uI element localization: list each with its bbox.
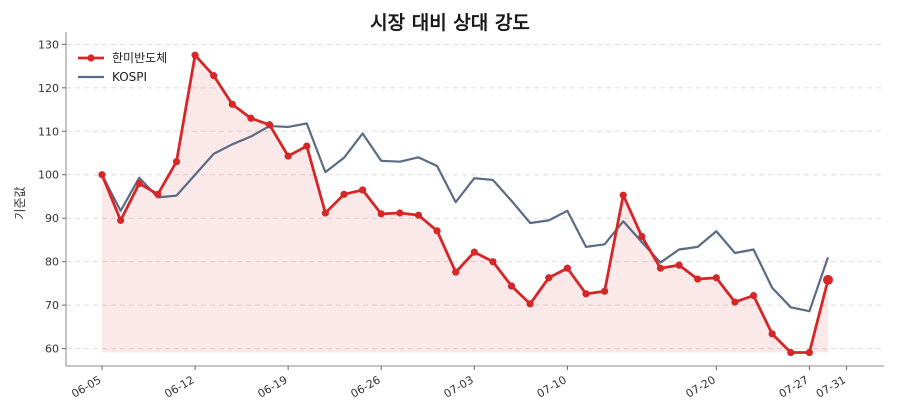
x-tick-label: 06-05: [69, 373, 103, 400]
data-point: [340, 190, 348, 198]
series-area-fill: [102, 55, 828, 353]
data-point: [563, 264, 571, 272]
data-point: [731, 298, 739, 306]
y-axis-label: 기준값: [13, 186, 27, 219]
data-point: [507, 282, 516, 290]
x-tick-label: 07-10: [535, 373, 569, 400]
data-point: [284, 152, 292, 160]
data-point: [135, 179, 143, 188]
x-tick-label: 06-26: [349, 373, 383, 400]
y-tick-label: 80: [45, 256, 59, 269]
data-point: [749, 291, 758, 300]
x-tick-label: 07-03: [442, 373, 476, 400]
chart-title: 시장 대비 상대 강도: [370, 12, 530, 34]
x-tick-label: 06-12: [162, 373, 196, 400]
data-point: [638, 232, 646, 241]
series-line-kospi: [101, 122, 830, 313]
data-point: [303, 142, 311, 150]
data-point: [545, 274, 553, 282]
y-tick-label: 130: [38, 38, 59, 51]
data-point: [582, 290, 590, 298]
data-point: [768, 330, 776, 338]
data-point: [265, 121, 274, 129]
x-tick-label: 07-20: [684, 373, 718, 400]
data-point: [712, 274, 720, 282]
y-tick-label: 70: [45, 299, 59, 312]
data-point: [210, 72, 218, 80]
legend-marker: [87, 54, 95, 62]
data-point: [694, 275, 702, 283]
data-point: [675, 261, 683, 269]
data-point: [396, 209, 404, 217]
data-point: [377, 210, 385, 218]
legend-label: 한미반도체: [112, 51, 167, 65]
data-point: [321, 209, 329, 217]
data-point: [656, 264, 665, 272]
x-tick-label: 06-19: [255, 373, 289, 400]
data-point: [98, 171, 106, 179]
data-point: [172, 158, 181, 166]
data-point: [823, 274, 833, 285]
data-point: [247, 114, 255, 122]
data-point: [805, 348, 813, 357]
data-point: [787, 348, 795, 357]
data-point: [414, 211, 423, 219]
data-point: [154, 190, 162, 198]
data-point: [228, 100, 236, 108]
y-tick-label: 110: [38, 125, 59, 138]
data-point: [526, 300, 534, 308]
x-tick-label: 07-27: [777, 373, 811, 400]
data-point: [470, 248, 478, 256]
y-tick-label: 90: [45, 212, 59, 225]
data-point: [601, 287, 609, 295]
series-line-hanmi: [100, 53, 830, 354]
data-point: [117, 216, 125, 224]
data-point: [433, 227, 441, 235]
data-point: [489, 258, 497, 266]
data-point: [619, 191, 627, 199]
x-tick-label: 07-31: [814, 373, 848, 400]
data-point: [191, 51, 199, 59]
y-tick-label: 60: [45, 343, 59, 356]
y-tick-label: 120: [38, 82, 59, 95]
data-point: [359, 186, 367, 194]
data-point: [452, 268, 460, 276]
legend-label: KOSPI: [112, 70, 147, 84]
y-tick-label: 100: [38, 169, 59, 182]
